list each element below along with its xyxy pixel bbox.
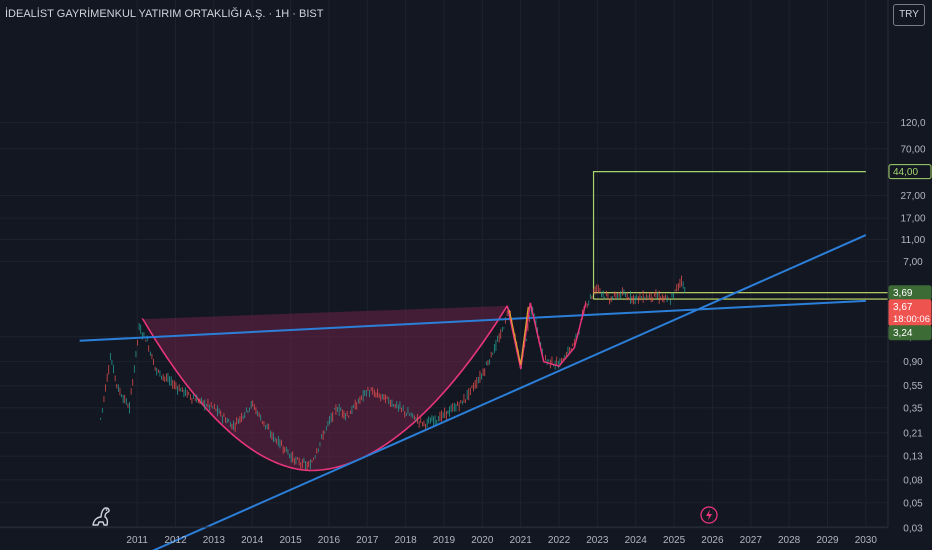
horizontal-levels (593, 292, 888, 300)
cup-pattern (141, 305, 508, 472)
x-tick-label: 2020 (471, 535, 494, 546)
x-tick-label: 2015 (279, 535, 302, 546)
x-tick-label: 2029 (816, 535, 839, 546)
x-tick-label: 2024 (625, 535, 648, 546)
currency-button[interactable]: TRY (893, 4, 925, 26)
x-tick-label: 2014 (241, 535, 264, 546)
x-tick-label: 2019 (433, 535, 456, 546)
price-label: 44,00 (893, 167, 918, 178)
time-axis: 2011 2012 2013 2014 2015 2016 2017 2018 2019 2020… (0, 526, 888, 546)
trendline (79, 299, 866, 342)
y-tick-label: 0,55 (903, 381, 923, 392)
x-tick-label: 2026 (701, 535, 724, 546)
trendlines (79, 234, 867, 550)
price-label: 3,67 (893, 302, 913, 313)
price-label: 3,69 (893, 288, 913, 299)
y-tick-label: 0,35 (903, 403, 923, 414)
y-tick-label: 27,00 (900, 191, 925, 202)
x-tick-label: 2011 (126, 535, 148, 546)
dino-logo-icon[interactable] (90, 503, 112, 527)
x-tick-label: 2027 (740, 535, 763, 546)
chart-grid (0, 0, 888, 529)
x-tick-label: 2025 (663, 535, 686, 546)
handle-accent (508, 306, 529, 365)
price-label: 3,24 (893, 328, 913, 339)
y-tick-label: 0,08 (903, 475, 923, 486)
cup-fill (142, 305, 508, 471)
y-tick-label: 0,13 (903, 452, 923, 463)
x-tick-label: 2016 (318, 535, 341, 546)
y-tick-label: 0,90 (903, 357, 923, 368)
x-tick-label: 2012 (164, 535, 187, 546)
handle-patterns (506, 302, 587, 370)
countdown-label: 18:00:06 (893, 314, 930, 325)
x-tick-label: 2028 (778, 535, 801, 546)
x-tick-label: 2023 (586, 535, 609, 546)
price-axis-bg (888, 0, 932, 550)
symbol-title[interactable]: İDEALİST GAYRİMENKUL YATIRIM ORTAKLIĞI A… (5, 8, 324, 20)
x-tick-label: 2017 (356, 535, 379, 546)
y-tick-label: 7,00 (903, 257, 923, 268)
trendline (152, 234, 867, 550)
cup-curve (141, 305, 508, 472)
x-tick-label: 2013 (203, 535, 226, 546)
handle-curve (506, 302, 532, 370)
x-tick-label: 2021 (510, 535, 533, 546)
y-tick-label: 70,00 (900, 144, 925, 155)
y-tick-label: 0,03 (903, 523, 923, 534)
y-tick-label: 17,00 (900, 214, 925, 225)
price-label-box (888, 325, 932, 341)
y-tick-label: 0,21 (903, 428, 923, 439)
handle-curve (529, 302, 587, 367)
price-label-box (888, 164, 932, 180)
price-axis: 120,070,0027,0017,0011,007,001,500,900,5… (887, 0, 932, 550)
x-tick-label: 2018 (395, 535, 418, 546)
x-tick-label: 2030 (855, 535, 878, 546)
lightning-icon[interactable] (700, 506, 718, 524)
y-tick-label: 0,05 (903, 498, 923, 509)
target-projection (592, 171, 866, 300)
price-candles (100, 275, 686, 471)
y-tick-label: 11,00 (901, 235, 926, 246)
target-line (592, 171, 866, 300)
x-tick-label: 2022 (548, 535, 571, 546)
y-tick-label: 120,0 (900, 118, 925, 129)
